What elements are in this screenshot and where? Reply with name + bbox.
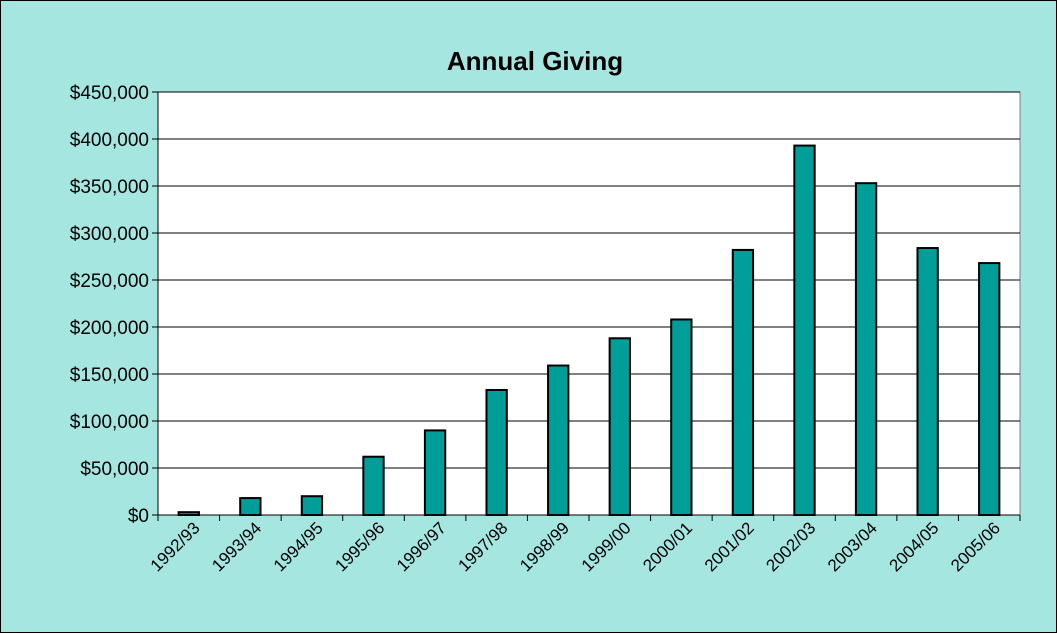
bar-1998-99 — [547, 364, 570, 517]
y-tick-label: $0 — [128, 506, 149, 527]
x-tick-label: 1998/99 — [516, 518, 573, 575]
x-tick-label: 2004/05 — [886, 518, 943, 575]
bar-2000-01 — [670, 318, 693, 517]
plot-background — [157, 91, 1021, 516]
y-tick-label: $200,000 — [70, 318, 149, 339]
bar-2005-06 — [978, 262, 1001, 516]
x-tick-label: 2005/06 — [947, 518, 1004, 575]
y-tick-label: $400,000 — [70, 130, 149, 151]
x-tick-label: 1993/94 — [208, 518, 265, 575]
x-tick-label: 2000/01 — [639, 518, 696, 575]
y-tick-label: $250,000 — [70, 271, 149, 292]
y-tick-label: $300,000 — [70, 224, 149, 245]
x-tick-label: 1999/00 — [578, 518, 635, 575]
x-tick-label: 1996/97 — [393, 518, 450, 575]
y-tick-label: $50,000 — [80, 459, 149, 480]
bar-2004-05 — [916, 247, 939, 516]
bar-1999-00 — [608, 337, 631, 516]
bar-1996-97 — [423, 429, 447, 516]
bar-2001-02 — [731, 248, 755, 516]
y-tick-label: $100,000 — [70, 412, 149, 433]
plot-area: $0 $50,000 $100,000 $150,000 $200,000 $250,00… — [70, 83, 1021, 575]
bar-2002-03 — [793, 144, 816, 517]
x-tick-label: 1994/95 — [270, 518, 327, 575]
x-tick-label: 2002/03 — [762, 518, 819, 575]
y-tick-label: $150,000 — [70, 365, 149, 386]
x-tick-label: 2003/04 — [824, 518, 881, 575]
x-tick-label: 2001/02 — [701, 518, 758, 575]
x-tick-label: 1992/93 — [147, 518, 204, 575]
y-tick-label: $350,000 — [70, 177, 149, 198]
y-tick-label: $450,000 — [70, 83, 149, 104]
bar-1993-94 — [239, 497, 262, 516]
bar-1997-98 — [485, 388, 508, 517]
bar-1995-96 — [362, 455, 385, 516]
bar-2003-04 — [854, 182, 878, 516]
x-tick-label: 1995/96 — [331, 518, 388, 575]
x-tick-label: 1997/98 — [455, 518, 512, 575]
bar-1994-95 — [300, 495, 324, 517]
bar-1992-93 — [177, 511, 200, 516]
chart-title: Annual Giving — [447, 46, 623, 76]
